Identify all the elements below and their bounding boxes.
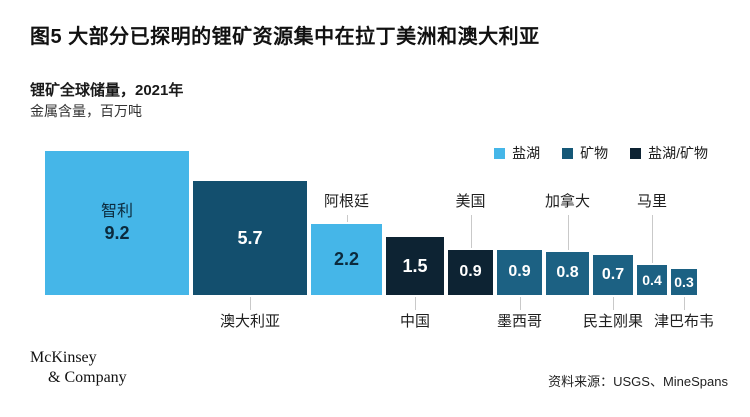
logo-line1: McKinsey xyxy=(30,349,97,366)
figure-title: 图5 大部分已探明的锂矿资源集中在拉丁美洲和澳大利亚 xyxy=(30,26,540,48)
bar-country-label: 津巴布韦 xyxy=(653,313,715,330)
chart-legend: 盐湖 矿物 盐湖/矿物 xyxy=(494,143,708,163)
chart-bar: 1.5 xyxy=(386,237,444,295)
label-connector xyxy=(470,215,472,248)
bar-value-label: 9.2 xyxy=(104,223,130,244)
bar-value-label: 2.2 xyxy=(333,249,360,270)
chart-bar: 2.2 xyxy=(311,224,382,295)
source-note: 资料来源：USGS、MineSpans xyxy=(548,374,728,389)
chart-subtitle: 锂矿全球储量，2021年 xyxy=(30,82,184,99)
unit-note: 金属含量，百万吨 xyxy=(30,103,142,119)
bar-country-label: 墨西哥 xyxy=(496,313,543,330)
label-connector xyxy=(567,215,569,250)
legend-swatch xyxy=(494,147,506,159)
bar-country-label: 美国 xyxy=(455,193,486,210)
legend-item: 盐湖 xyxy=(494,143,540,163)
legend-swatch xyxy=(630,147,642,159)
bar-country-label: 马里 xyxy=(636,193,668,210)
bar-country-label: 澳大利亚 xyxy=(219,313,281,330)
bar-value-label: 0.3 xyxy=(674,273,694,290)
bar-country-label: 阿根廷 xyxy=(323,193,370,210)
chart-bar: 0.9 xyxy=(448,250,493,295)
bar-value-label: 0.9 xyxy=(459,263,482,281)
bar-value-label: 5.7 xyxy=(237,227,263,248)
chart-bar: 智利 9.2 xyxy=(45,151,189,295)
legend-swatch xyxy=(562,147,574,159)
label-connector xyxy=(415,297,416,310)
label-connector xyxy=(613,297,614,310)
bar-value-label: 0.7 xyxy=(601,265,625,283)
bar-value-label: 0.8 xyxy=(556,264,579,282)
label-connector xyxy=(652,215,653,263)
chart-bar: 0.9 xyxy=(497,250,542,295)
chart-bar: 0.3 xyxy=(671,269,697,295)
bar-value-label: 0.9 xyxy=(508,263,531,281)
chart-bar: 0.8 xyxy=(546,252,589,295)
legend-item: 矿物 xyxy=(562,143,608,163)
bar-country-label: 中国 xyxy=(399,313,431,330)
bar-value-label: 0.4 xyxy=(642,271,662,288)
chart-bar: 5.7 xyxy=(193,181,307,295)
legend-label: 矿物 xyxy=(580,145,609,161)
chart-bar: 0.4 xyxy=(637,265,667,295)
label-connector xyxy=(250,297,251,310)
legend-item: 盐湖/矿物 xyxy=(630,143,708,163)
bar-country-label: 民主刚果 xyxy=(582,313,644,330)
bar-chart: 盐湖 矿物 盐湖/矿物 智利 9.2 5.7 澳大利亚 2.2 阿根廷 1.5 中国 0.9 美国 0.… xyxy=(0,140,750,345)
bar-country-label: 智利 xyxy=(100,203,133,221)
bar-value-label: 1.5 xyxy=(402,255,428,276)
legend-label: 盐湖 xyxy=(512,145,541,161)
chart-bar: 0.7 xyxy=(593,255,633,295)
label-connector xyxy=(346,215,348,222)
mckinsey-logo: McKinsey & Company xyxy=(30,348,127,388)
bar-country-label: 加拿大 xyxy=(544,193,591,210)
label-connector xyxy=(684,297,685,310)
label-connector xyxy=(519,297,521,310)
legend-label: 盐湖/矿物 xyxy=(648,145,708,161)
logo-line2: & Company xyxy=(48,369,127,386)
